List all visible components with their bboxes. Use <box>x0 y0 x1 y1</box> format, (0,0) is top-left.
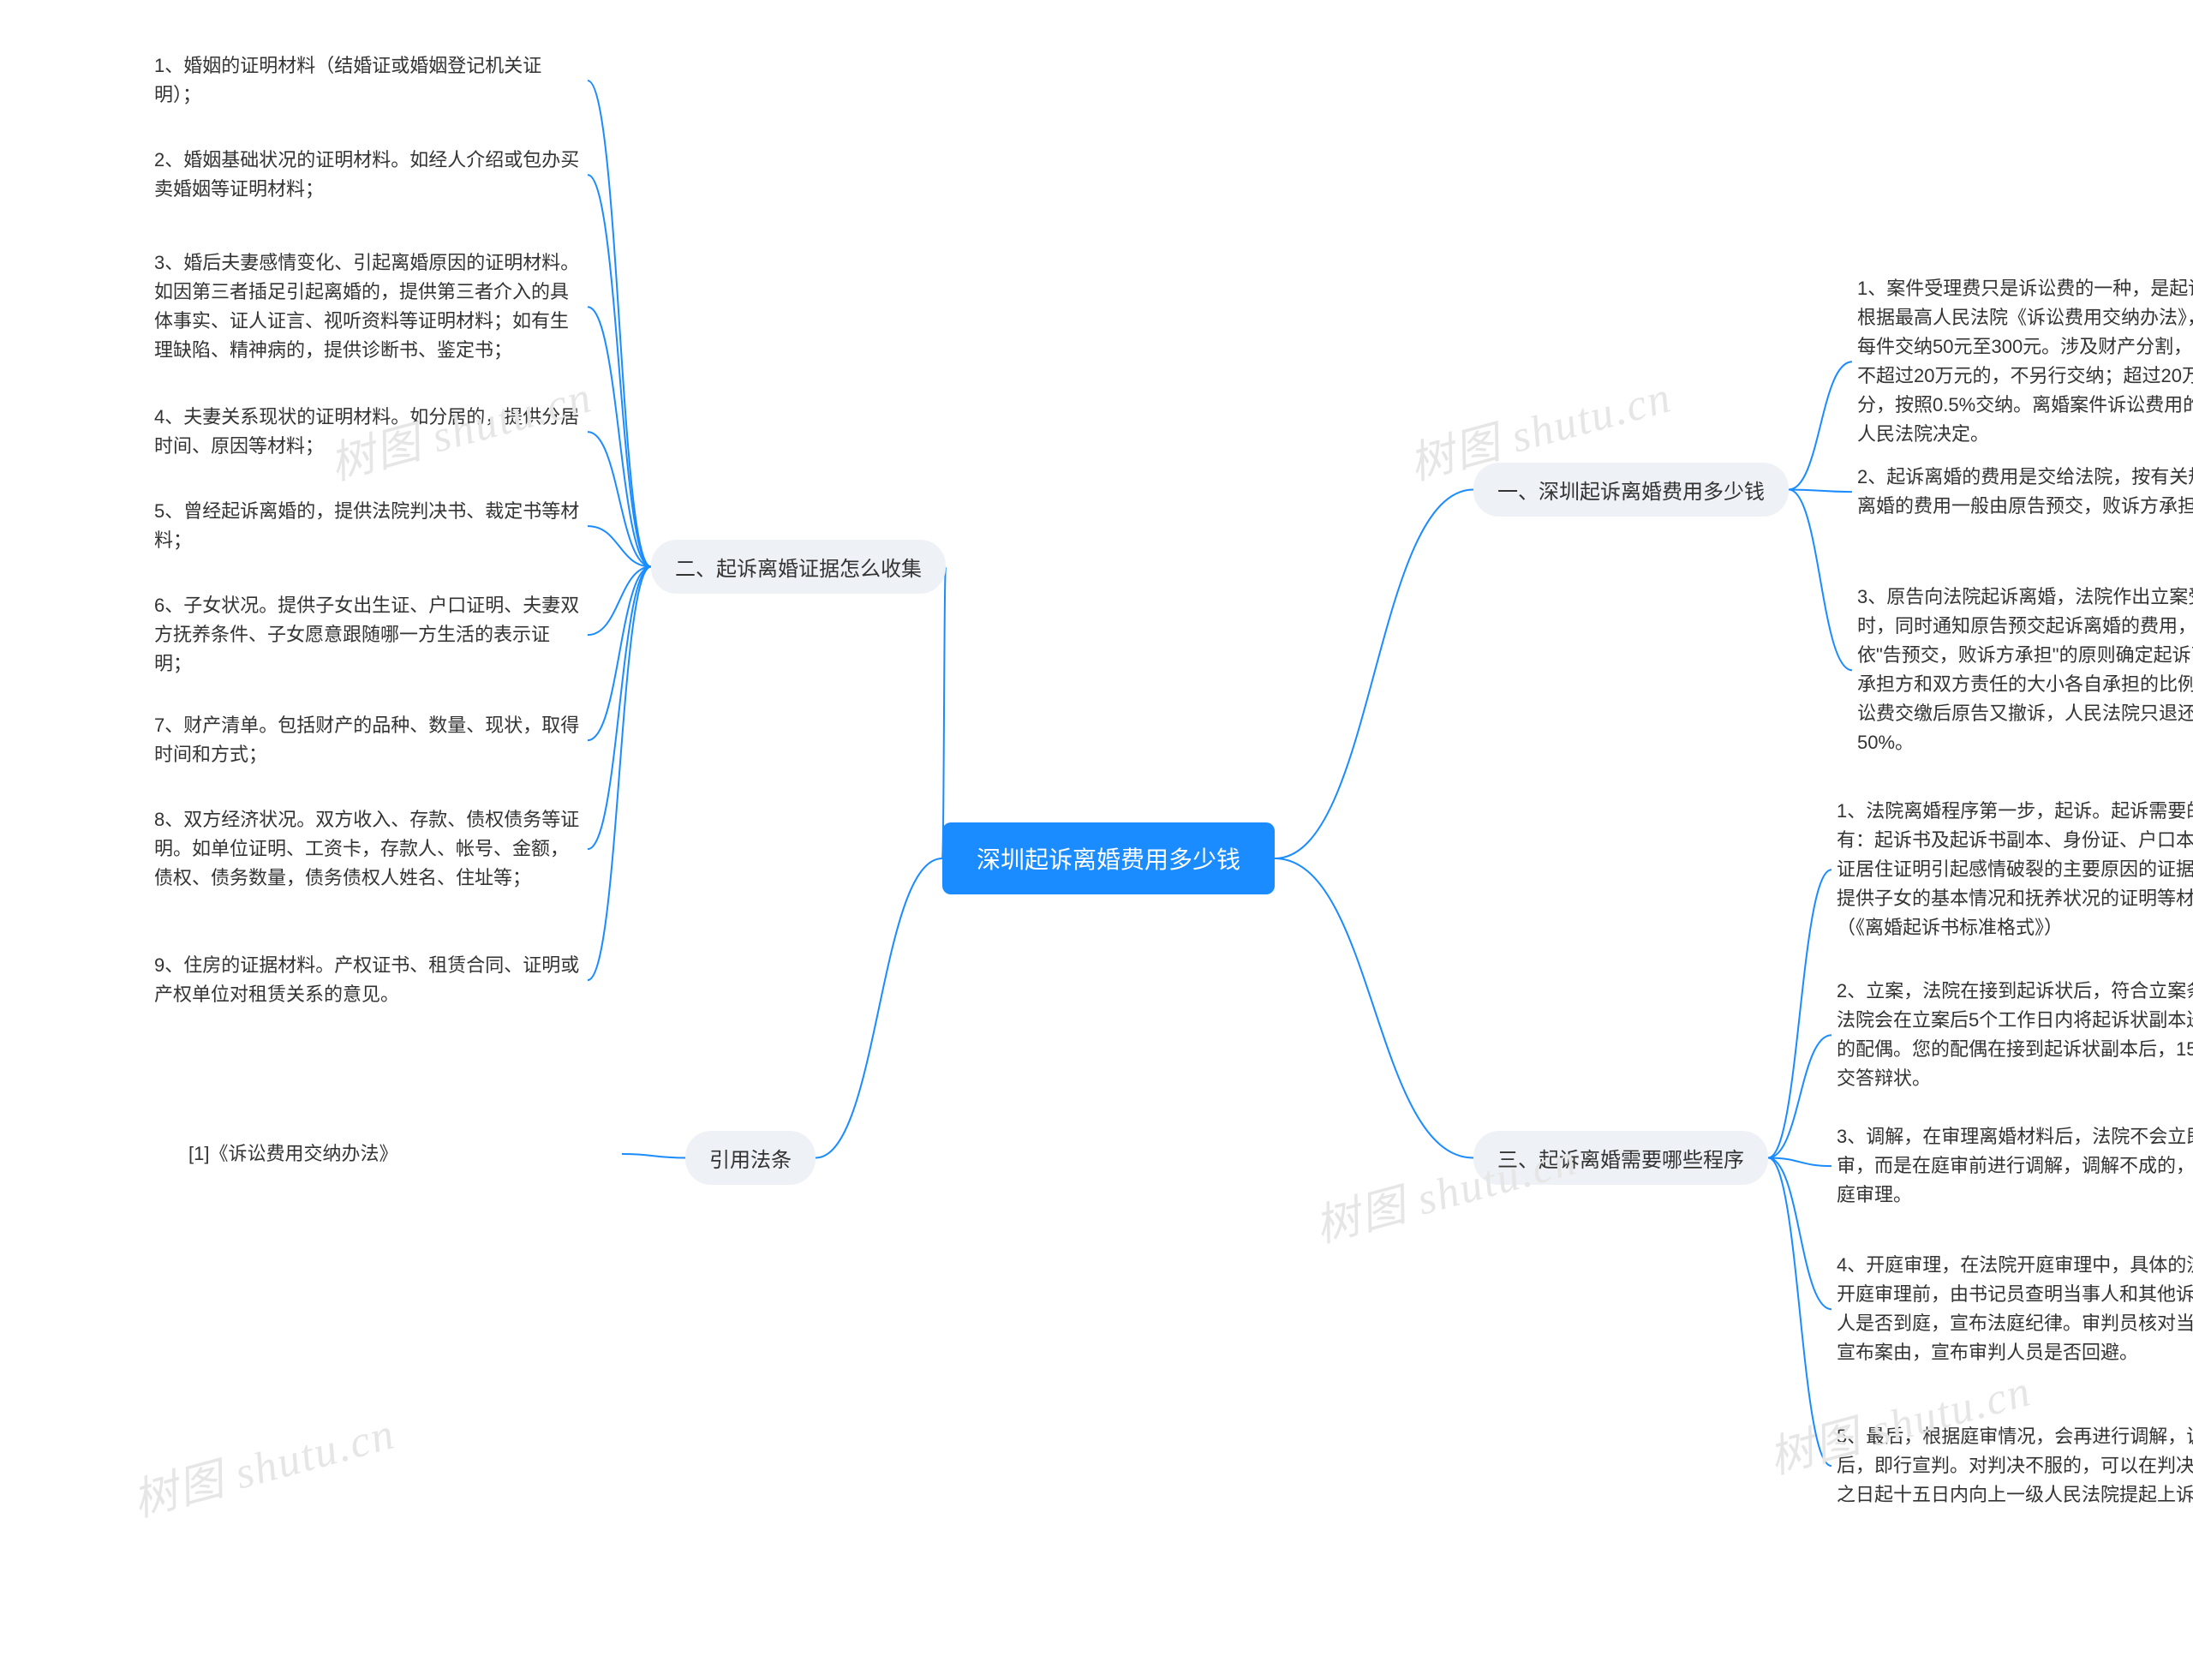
center-node: 深圳起诉离婚费用多少钱 <box>942 822 1275 894</box>
leaf-node: 1、婚姻的证明材料（结婚证或婚姻登记机关证明）； <box>154 51 583 110</box>
leaf-node: 6、子女状况。提供子女出生证、户口证明、夫妻双方抚养条件、子女愿意跟随哪一方生活… <box>154 591 583 679</box>
leaf-node: 1、案件受理费只是诉讼费的一种，是起诉时交的。根据最高人民法院《诉讼费用交纳办法… <box>1857 274 2193 450</box>
branch-label: 二、起诉离婚证据怎么收集 <box>675 558 922 581</box>
leaf-node: 4、夫妻关系现状的证明材料。如分居的，提供分居时间、原因等材料； <box>154 403 583 461</box>
branch-node: 引用法条 <box>685 1131 816 1185</box>
leaf-node: 1、法院离婚程序第一步，起诉。起诉需要的材料有：起诉书及起诉书副本、身份证、户口… <box>1837 797 2193 942</box>
leaf-node: 9、住房的证据材料。产权证书、租赁合同、证明或产权单位对租赁关系的意见。 <box>154 951 583 1009</box>
branch-node: 一、深圳起诉离婚费用多少钱 <box>1473 463 1789 517</box>
leaf-node: 5、曾经起诉离婚的，提供法院判决书、裁定书等材料； <box>154 497 583 555</box>
leaf-node: 7、财产清单。包括财产的品种、数量、现状，取得时间和方式； <box>154 711 583 769</box>
leaf-node: 3、婚后夫妻感情变化、引起离婚原因的证明材料。如因第三者插足引起离婚的，提供第三… <box>154 248 583 365</box>
center-label: 深圳起诉离婚费用多少钱 <box>977 846 1240 873</box>
leaf-node: [1]《诉讼费用交纳办法》 <box>188 1139 617 1169</box>
leaf-node: 2、起诉离婚的费用是交给法院，按有关规定，起诉离婚的费用一般由原告预交，败诉方承… <box>1857 463 2193 521</box>
leaf-node: 3、原告向法院起诉离婚，法院作出立案受理决定时，同时通知原告预交起诉离婚的费用，… <box>1857 583 2193 758</box>
leaf-node: 3、调解，在审理离婚材料后，法院不会立即进行庭审，而是在庭审前进行调解，调解不成… <box>1837 1122 2193 1210</box>
leaf-node: 2、立案，法院在接到起诉状后，符合立案条件的，法院会在立案后5个工作日内将起诉状… <box>1837 977 2193 1093</box>
leaf-node: 4、开庭审理，在法院开庭审理中，具体的流程有：开庭审理前，由书记员查明当事人和其… <box>1837 1251 2193 1367</box>
leaf-node: 5、最后，根据庭审情况，会再进行调解，调解不成后，即行宣判。对判决不服的，可以在… <box>1837 1422 2193 1510</box>
branch-label: 三、起诉离婚需要哪些程序 <box>1497 1149 1744 1172</box>
branch-node: 三、起诉离婚需要哪些程序 <box>1473 1131 1768 1185</box>
leaf-node: 8、双方经济状况。双方收入、存款、债权债务等证明。如单位证明、工资卡，存款人、帐… <box>154 805 583 893</box>
branch-label: 一、深圳起诉离婚费用多少钱 <box>1497 481 1765 504</box>
watermark: 树图 shutu.cn <box>125 1397 401 1529</box>
branch-label: 引用法条 <box>709 1149 792 1172</box>
branch-node: 二、起诉离婚证据怎么收集 <box>651 540 946 594</box>
leaf-node: 2、婚姻基础状况的证明材料。如经人介绍或包办买卖婚姻等证明材料； <box>154 146 583 204</box>
